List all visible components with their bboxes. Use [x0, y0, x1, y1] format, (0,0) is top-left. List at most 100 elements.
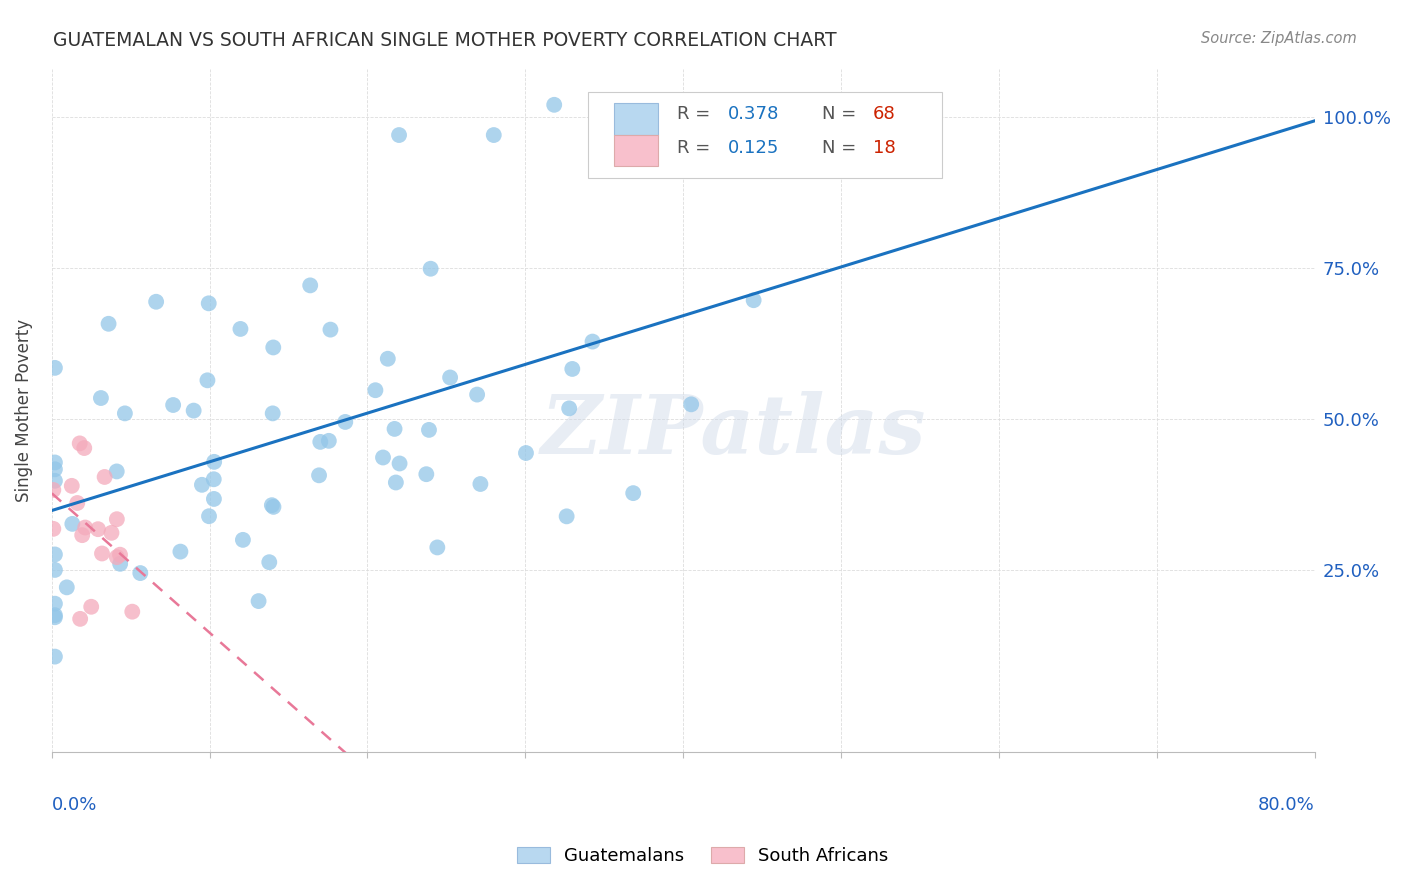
Point — [42, 522, 65, 536]
Point — [335, 415, 357, 429]
Point — [121, 605, 143, 619]
Point — [97, 317, 120, 331]
Point — [108, 548, 131, 562]
Point — [42, 483, 65, 497]
Point — [114, 406, 136, 420]
Text: 0.0%: 0.0% — [52, 797, 97, 814]
Point — [364, 383, 387, 397]
Point — [108, 557, 131, 571]
Point — [581, 334, 603, 349]
Point — [262, 406, 284, 420]
Point — [197, 373, 219, 387]
Point — [191, 478, 214, 492]
Point — [247, 594, 270, 608]
Text: Source: ZipAtlas.com: Source: ZipAtlas.com — [1201, 31, 1357, 46]
Point — [202, 491, 225, 506]
Point — [262, 500, 284, 514]
Point — [482, 128, 505, 142]
Point — [90, 391, 112, 405]
Point — [87, 522, 110, 536]
Point — [69, 436, 91, 450]
Point — [262, 341, 284, 355]
Point — [105, 550, 128, 565]
Point — [80, 599, 103, 614]
Point — [197, 296, 219, 310]
Point — [202, 472, 225, 486]
Point — [388, 457, 411, 471]
Point — [44, 360, 66, 375]
Point — [640, 128, 662, 142]
Point — [66, 496, 89, 510]
Point — [44, 455, 66, 469]
Text: 80.0%: 80.0% — [1258, 797, 1315, 814]
Point — [681, 397, 703, 411]
FancyBboxPatch shape — [589, 93, 942, 178]
Point — [418, 423, 440, 437]
Text: R =: R = — [676, 105, 716, 123]
Point — [56, 580, 79, 594]
Point — [100, 525, 122, 540]
Point — [439, 370, 461, 384]
Point — [259, 555, 281, 569]
Point — [385, 475, 408, 490]
Point — [60, 479, 83, 493]
Point — [183, 403, 205, 417]
Point — [69, 612, 91, 626]
Point — [299, 278, 322, 293]
Point — [44, 548, 66, 562]
Point — [260, 498, 283, 512]
Text: N =: N = — [823, 105, 862, 123]
Point — [44, 610, 66, 624]
Point — [309, 434, 332, 449]
Point — [318, 434, 340, 448]
Point — [229, 322, 252, 336]
Text: N =: N = — [823, 139, 862, 158]
Point — [44, 608, 66, 623]
Point — [93, 470, 115, 484]
Point — [555, 509, 578, 524]
Point — [558, 401, 581, 416]
Point — [371, 450, 394, 465]
Point — [91, 547, 114, 561]
Point — [543, 97, 565, 112]
Point — [426, 541, 449, 555]
Point — [73, 441, 96, 455]
Text: R =: R = — [676, 139, 716, 158]
Point — [44, 563, 66, 577]
Point — [377, 351, 399, 366]
Point — [232, 533, 254, 547]
Point — [202, 455, 225, 469]
Point — [384, 422, 406, 436]
Point — [162, 398, 184, 412]
Point — [419, 261, 441, 276]
Text: 68: 68 — [873, 105, 896, 123]
FancyBboxPatch shape — [614, 135, 658, 166]
Point — [470, 477, 492, 491]
Text: ZIPatlas: ZIPatlas — [541, 391, 927, 471]
Point — [515, 446, 537, 460]
Point — [169, 544, 191, 558]
Point — [60, 516, 83, 531]
Point — [44, 649, 66, 664]
Point — [44, 597, 66, 611]
Text: 0.125: 0.125 — [727, 139, 779, 158]
Point — [198, 509, 221, 524]
Point — [742, 293, 765, 308]
Point — [44, 474, 66, 488]
Point — [465, 387, 488, 401]
Point — [70, 528, 93, 542]
Point — [44, 462, 66, 476]
Point — [621, 486, 644, 500]
Point — [75, 520, 97, 534]
Text: 0.378: 0.378 — [727, 105, 779, 123]
Point — [319, 323, 342, 337]
Text: 18: 18 — [873, 139, 896, 158]
Point — [129, 566, 152, 580]
Point — [388, 128, 411, 142]
Legend: Guatemalans, South Africans: Guatemalans, South Africans — [509, 838, 897, 874]
Point — [561, 362, 583, 376]
Y-axis label: Single Mother Poverty: Single Mother Poverty — [15, 318, 32, 502]
Point — [105, 465, 128, 479]
Point — [145, 294, 167, 309]
Text: GUATEMALAN VS SOUTH AFRICAN SINGLE MOTHER POVERTY CORRELATION CHART: GUATEMALAN VS SOUTH AFRICAN SINGLE MOTHE… — [53, 31, 837, 50]
